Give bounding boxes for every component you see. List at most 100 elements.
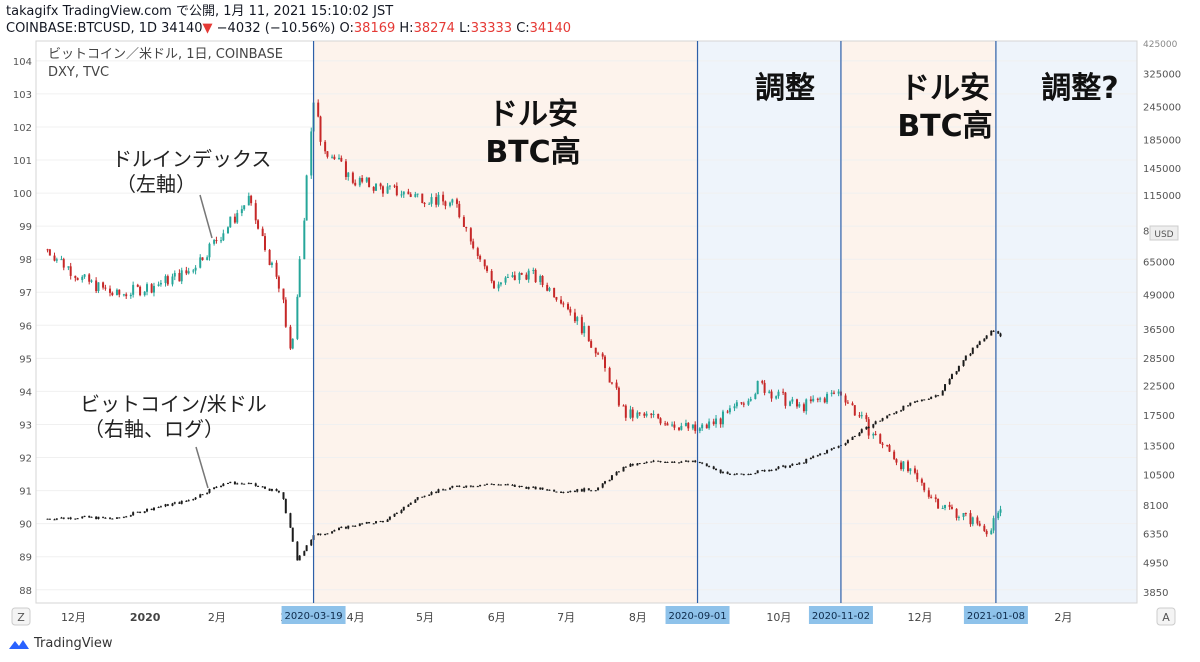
- candle-body: [962, 360, 965, 366]
- candle-body: [368, 177, 371, 187]
- candle-body: [590, 341, 593, 348]
- close-value: 34140: [529, 21, 572, 36]
- candle-body: [476, 248, 479, 256]
- candle-body: [146, 284, 149, 292]
- candle-body: [233, 216, 236, 223]
- candle-body: [888, 414, 891, 416]
- candle-body: [985, 530, 988, 535]
- candle-body: [347, 525, 350, 529]
- candle-body: [816, 398, 819, 400]
- candle-body: [46, 518, 49, 520]
- candle-body: [733, 406, 736, 409]
- candle-body: [684, 460, 687, 462]
- candle-body: [340, 526, 343, 528]
- low-value: 33333: [470, 21, 513, 36]
- tradingview-footer[interactable]: TradingView: [8, 636, 113, 651]
- candle-body: [594, 347, 597, 354]
- candle-body: [851, 436, 854, 440]
- candle-body: [171, 503, 174, 506]
- candle-body: [48, 249, 51, 256]
- candle-body: [728, 473, 731, 475]
- candle-body: [455, 199, 458, 204]
- shaded-zone-2: [697, 41, 841, 603]
- candle-body: [934, 395, 937, 397]
- candle-body: [784, 392, 787, 406]
- btc-pointer: [195, 446, 209, 489]
- dxy-pointer: [199, 194, 213, 239]
- candle-body: [985, 335, 988, 339]
- dxy-annotation: ドルインデックス （左軸）: [112, 147, 271, 197]
- candle-body: [317, 102, 320, 117]
- left-tick-label: 98: [19, 255, 32, 266]
- candle-body: [879, 420, 882, 422]
- candle-body: [874, 421, 877, 425]
- candle-body: [930, 396, 933, 399]
- candle-body: [865, 415, 868, 420]
- candle-body: [229, 216, 232, 228]
- candle-body: [476, 486, 479, 488]
- candle-body: [733, 474, 736, 476]
- right-tick-label: 10500: [1143, 471, 1175, 482]
- candle-body: [562, 303, 565, 305]
- candle-body: [754, 394, 757, 399]
- candle-body: [518, 485, 521, 487]
- candle-body: [76, 518, 79, 520]
- candle-body: [423, 202, 426, 204]
- candle-body: [289, 326, 292, 349]
- candle-body: [728, 408, 731, 413]
- candle-body: [67, 517, 70, 519]
- candle-body: [338, 527, 341, 531]
- candle-body: [645, 461, 648, 463]
- candle-body: [206, 492, 209, 495]
- auto-scale-button[interactable]: [1156, 607, 1176, 626]
- candle-body: [55, 259, 58, 261]
- zoom-button-label: Z: [17, 611, 25, 624]
- candle-body: [414, 194, 417, 197]
- candle-body: [629, 464, 632, 467]
- candle-body: [566, 491, 569, 493]
- candle-body: [539, 276, 542, 283]
- candle-body: [948, 504, 951, 507]
- candle-body: [735, 473, 738, 475]
- candle-body: [976, 344, 979, 348]
- candle-body: [407, 191, 410, 195]
- candle-body: [263, 486, 266, 489]
- right-tick-label: 65000: [1143, 258, 1175, 269]
- candle-body: [365, 177, 368, 182]
- candle-body: [573, 312, 576, 322]
- candle-body: [650, 413, 653, 415]
- candle-body: [465, 226, 468, 229]
- candle-body: [990, 530, 993, 535]
- candle-body: [527, 487, 530, 489]
- candle-body: [789, 465, 792, 468]
- candle-body: [76, 277, 79, 281]
- candle-body: [867, 426, 870, 428]
- candle-body: [941, 390, 944, 396]
- left-tick-label: 94: [19, 387, 32, 398]
- candle-body: [499, 484, 502, 486]
- right-tick-label: 8100: [1143, 501, 1168, 512]
- zoom-button[interactable]: [11, 607, 31, 626]
- candle-body: [178, 273, 181, 282]
- candle-body: [291, 527, 294, 542]
- candle-body: [583, 488, 586, 492]
- candle-body: [715, 418, 718, 425]
- candle-body: [795, 463, 798, 465]
- candle-body: [666, 423, 669, 426]
- candle-body: [118, 289, 121, 295]
- candle-body: [257, 485, 260, 487]
- candle-body: [109, 288, 112, 293]
- tradingview-brand: TradingView: [34, 636, 113, 651]
- candle-body: [548, 288, 551, 291]
- candle-body: [763, 470, 766, 472]
- candle-body: [664, 423, 667, 425]
- candle-body: [74, 518, 77, 520]
- candle-body: [185, 500, 188, 502]
- candle-body: [923, 399, 926, 401]
- candle-body: [624, 405, 627, 418]
- candle-body: [213, 487, 216, 490]
- plot-frame: [35, 40, 1138, 604]
- candle-body: [992, 330, 995, 332]
- candle-body: [90, 516, 93, 518]
